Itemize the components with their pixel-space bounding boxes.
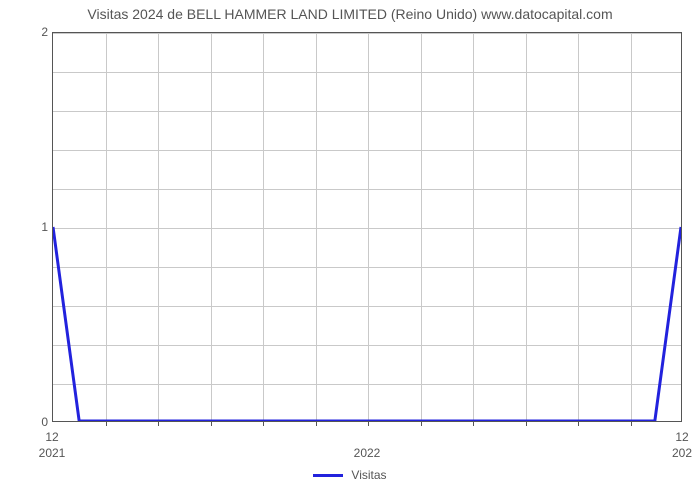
y-tick-2: 2 (34, 25, 48, 39)
x-tick-top-left: 12 (45, 430, 58, 444)
x-tick-year-2: 202 (672, 446, 692, 460)
series-visitas-line (53, 227, 681, 421)
legend-label: Visitas (351, 468, 386, 482)
plot-area (52, 32, 682, 422)
legend: Visitas (0, 468, 700, 482)
x-tick-year-1: 2022 (354, 446, 381, 460)
x-tick-year-0: 2021 (39, 446, 66, 460)
legend-swatch (313, 474, 343, 477)
chart-title: Visitas 2024 de BELL HAMMER LAND LIMITED… (0, 6, 700, 22)
line-series-svg (53, 33, 681, 421)
x-tick-top-right: 12 (675, 430, 688, 444)
y-tick-1: 1 (34, 220, 48, 234)
y-tick-0: 0 (34, 415, 48, 429)
